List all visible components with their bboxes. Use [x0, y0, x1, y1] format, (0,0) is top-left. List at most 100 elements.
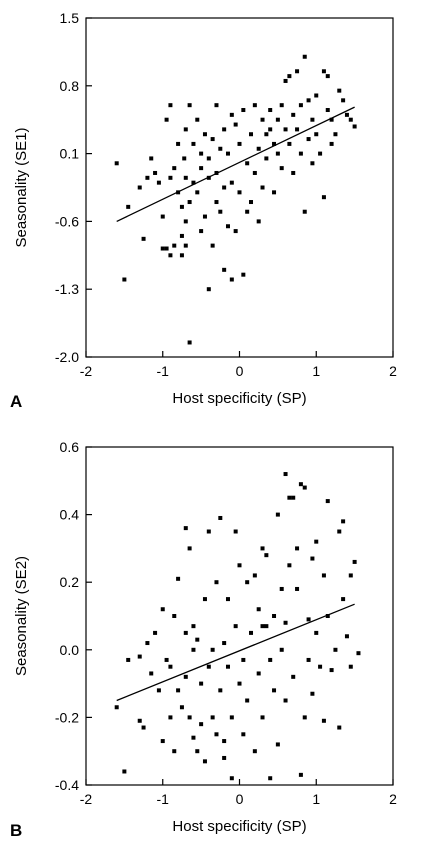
data-point	[321, 195, 326, 200]
x-tick-label: 2	[389, 791, 397, 807]
data-point	[260, 715, 265, 720]
data-point	[256, 607, 261, 612]
y-tick-label: 0.8	[60, 78, 80, 94]
data-point	[356, 651, 361, 656]
data-point	[202, 132, 207, 137]
x-tick-label: 0	[236, 791, 244, 807]
data-point	[172, 166, 177, 171]
data-point	[260, 117, 265, 122]
data-point	[187, 715, 192, 720]
regression-line	[116, 603, 355, 702]
data-point	[137, 654, 142, 659]
data-point	[256, 671, 261, 676]
data-point	[352, 124, 357, 129]
data-point	[225, 224, 230, 229]
data-point	[310, 556, 315, 561]
data-point	[283, 78, 288, 83]
data-point	[187, 200, 192, 205]
data-point	[302, 54, 307, 59]
data-point	[302, 209, 307, 214]
data-point	[195, 637, 200, 642]
data-point	[225, 664, 230, 669]
data-point	[222, 755, 227, 760]
data-point	[298, 103, 303, 108]
data-point	[137, 718, 142, 723]
data-point	[306, 98, 311, 103]
data-point	[245, 580, 250, 585]
y-axis-label: Seasonality (SE1)	[13, 127, 30, 247]
x-tick-label: 1	[312, 791, 320, 807]
data-point	[241, 108, 246, 113]
data-point	[137, 185, 142, 190]
data-point	[241, 732, 246, 737]
data-point	[179, 705, 184, 710]
x-tick-label: -1	[157, 363, 170, 379]
data-point	[122, 769, 127, 774]
data-point	[199, 151, 204, 156]
data-point	[325, 74, 330, 79]
data-point	[260, 624, 265, 629]
data-point	[325, 108, 330, 113]
data-point	[191, 735, 196, 740]
data-point	[202, 597, 207, 602]
data-point	[298, 151, 303, 156]
data-point	[191, 624, 196, 629]
data-point	[149, 156, 154, 161]
data-point	[337, 529, 342, 534]
data-point	[287, 563, 292, 568]
data-point	[214, 103, 219, 108]
data-point	[306, 617, 311, 622]
data-point	[187, 103, 192, 108]
x-tick-label: -2	[80, 791, 93, 807]
data-point	[179, 233, 184, 238]
data-point	[233, 529, 238, 534]
data-point	[268, 776, 273, 781]
data-point	[141, 236, 146, 241]
data-point	[306, 137, 311, 142]
data-point	[325, 499, 330, 504]
data-point	[298, 482, 303, 487]
data-point	[183, 630, 188, 635]
data-point	[233, 624, 238, 629]
data-point	[337, 725, 342, 730]
data-point	[314, 93, 319, 98]
data-point	[237, 190, 242, 195]
data-point	[199, 681, 204, 686]
data-point	[279, 166, 284, 171]
data-point	[287, 141, 292, 146]
data-point	[245, 161, 250, 166]
data-point	[222, 127, 227, 132]
data-point	[321, 718, 326, 723]
data-point	[233, 122, 238, 127]
y-tick-label: 1.5	[60, 10, 80, 26]
data-point	[156, 180, 161, 185]
data-point	[172, 749, 177, 754]
data-point	[179, 253, 184, 258]
data-point	[122, 277, 127, 282]
data-point	[237, 563, 242, 568]
data-point	[348, 664, 353, 669]
data-point	[229, 180, 234, 185]
y-tick-label: 0.0	[60, 642, 80, 658]
data-point	[260, 185, 265, 190]
data-point	[218, 146, 223, 151]
data-point	[225, 151, 230, 156]
data-point	[168, 175, 173, 180]
data-point	[249, 630, 254, 635]
data-point	[183, 127, 188, 132]
data-point	[225, 597, 230, 602]
data-point	[126, 204, 131, 209]
data-point	[256, 219, 261, 224]
data-point	[302, 715, 307, 720]
data-point	[176, 576, 181, 581]
data-point	[245, 209, 250, 214]
y-tick-label: -0.6	[55, 213, 79, 229]
data-point	[249, 132, 254, 137]
data-point	[329, 668, 334, 673]
data-point	[183, 674, 188, 679]
x-axis-label: Host specificity (SP)	[172, 818, 306, 835]
data-point	[210, 647, 215, 652]
y-axis-label: Seasonality (SE2)	[13, 556, 30, 676]
data-point	[237, 141, 242, 146]
data-point	[160, 739, 165, 744]
